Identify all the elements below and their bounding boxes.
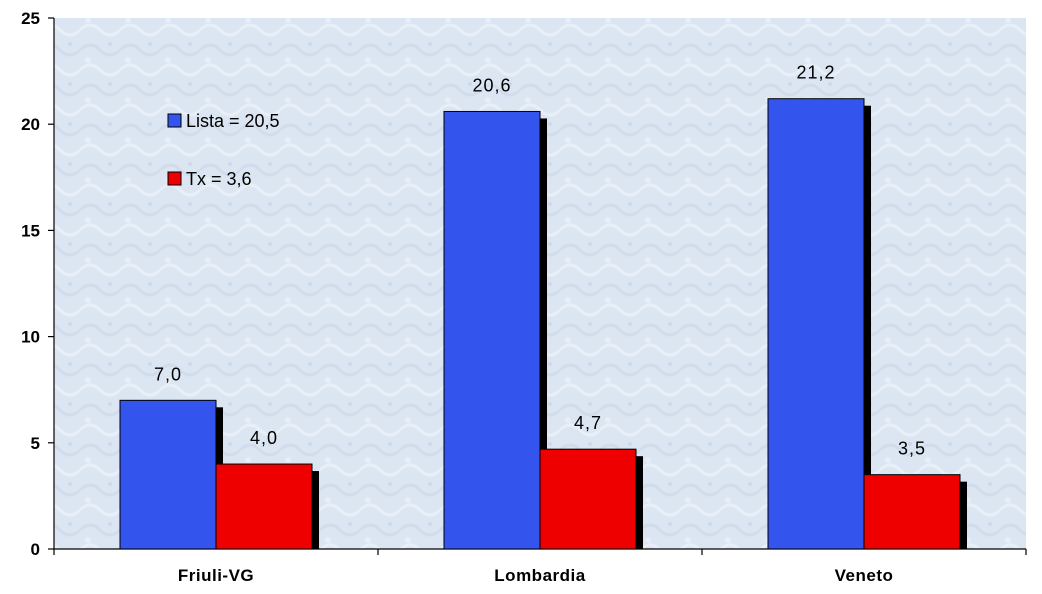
data-label: 7,0 [154,364,182,384]
bar-friuli-vg-series-2 [215,463,313,550]
bar-friuli-vg-series-1 [119,399,217,550]
data-label: 20,6 [472,75,511,95]
legend-swatch [167,171,182,186]
legend: Lista = 20,5 Tx = 3,6 [167,111,280,189]
legend-entry: Lista = 20,5 [186,111,280,131]
legend-swatch [167,113,182,128]
y-tick-label: 0 [31,540,40,559]
y-tick-label: 20 [21,115,40,134]
bar-veneto-series-2 [863,474,961,550]
data-label: 4,0 [250,428,278,448]
bar-lombardia-series-1 [443,110,541,550]
x-category-label: Friuli-VG [178,566,254,585]
x-category-label: Veneto [835,566,894,585]
data-label: 3,5 [898,439,926,459]
y-tick-label: 5 [31,434,40,453]
y-tick-label: 15 [21,221,40,240]
data-label: 4,7 [574,413,602,433]
data-label: 21,2 [796,63,835,83]
legend-entry: Tx = 3,6 [186,169,252,189]
y-tick-label: 25 [21,9,40,28]
bar-veneto-series-1 [767,98,865,550]
bar-lombardia-series-2 [539,448,637,550]
x-category-label: Lombardia [494,566,585,585]
y-tick-label: 10 [21,328,40,347]
